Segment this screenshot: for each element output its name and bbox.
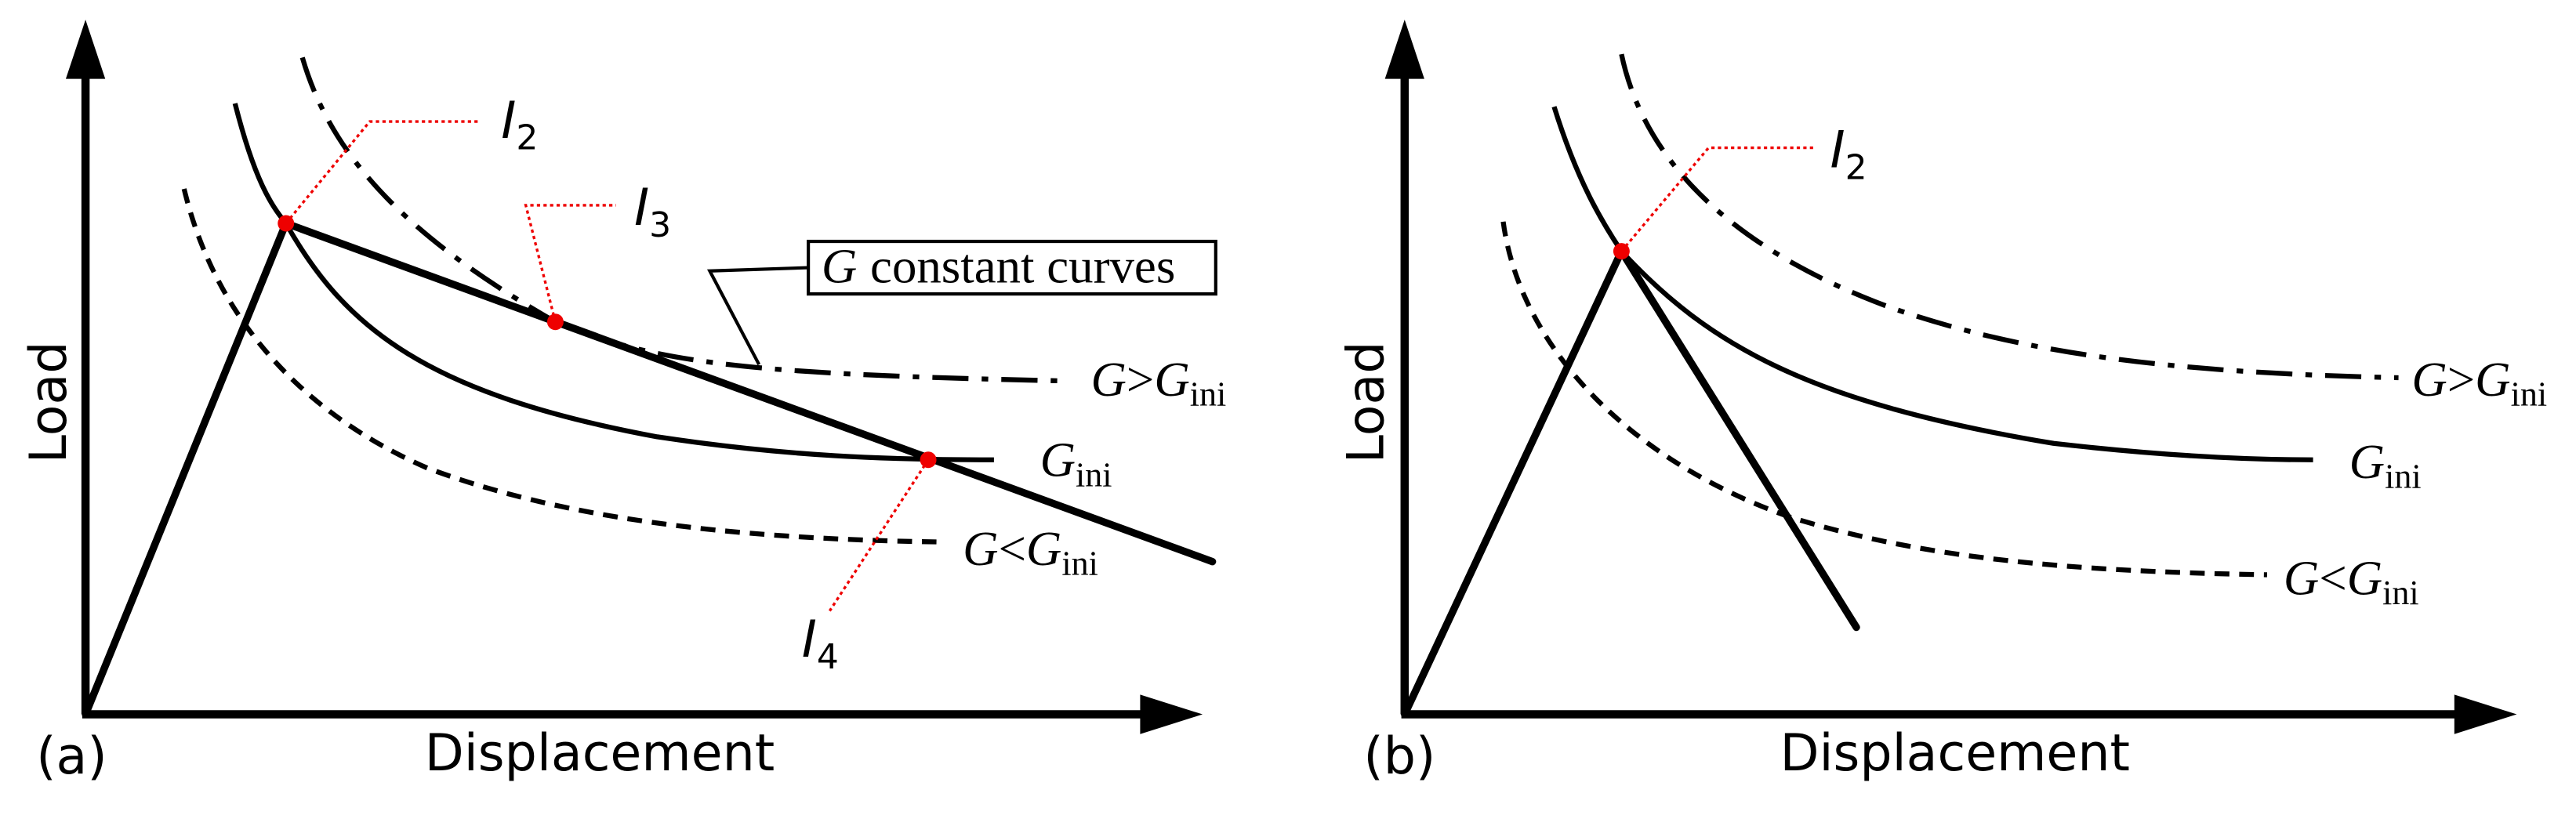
curve-label: Gini	[1040, 433, 1112, 494]
relation: <	[998, 521, 1025, 576]
point	[546, 313, 564, 331]
sub: ini	[2385, 457, 2421, 495]
sub: ini	[1190, 375, 1226, 414]
symbol: G	[1040, 433, 1076, 487]
curve-g-less	[1500, 221, 2267, 578]
y-axis-label: Load	[20, 341, 78, 463]
relation: >	[2447, 352, 2475, 407]
curve-label: G>Gini	[1091, 352, 1227, 414]
sub: 3	[649, 205, 671, 245]
letter: I	[802, 610, 817, 669]
letter: I	[634, 179, 649, 237]
x-arrow	[1140, 694, 1203, 734]
y-arrow	[65, 20, 106, 79]
sub: ini	[1061, 544, 1098, 582]
x-arrow	[2454, 694, 2517, 734]
leader	[524, 204, 616, 323]
sub: 4	[817, 637, 839, 677]
symbol: G	[2411, 352, 2447, 407]
leader	[828, 458, 930, 612]
ref: G	[1154, 352, 1189, 407]
x-axis-label: Displacement	[1780, 724, 2131, 783]
curve-g-ini	[232, 103, 994, 462]
point-label: I2	[501, 92, 538, 158]
curve-g-greater	[299, 56, 1068, 384]
curve-label: G<Gini	[963, 521, 1098, 583]
sub: 2	[516, 118, 538, 158]
curve-g-greater	[1619, 53, 2399, 381]
sub: 2	[1845, 147, 1867, 187]
leader	[285, 120, 481, 225]
symbol: G	[1091, 352, 1127, 407]
symbol: G	[963, 521, 998, 576]
y-arrow	[1384, 20, 1424, 79]
letter: I	[1830, 121, 1845, 180]
point-label: I4	[802, 610, 839, 677]
symbol: G	[2284, 551, 2319, 606]
callout-box	[807, 239, 1217, 296]
leader	[1620, 146, 1816, 252]
curve-g-less	[181, 188, 937, 545]
letter: I	[501, 92, 516, 150]
point-label: I3	[634, 179, 671, 245]
symbol: G	[822, 238, 857, 293]
sub: ini	[2511, 375, 2547, 414]
load-path	[1401, 243, 1860, 719]
point-label: I2	[1830, 121, 1867, 188]
text: constant curves	[870, 238, 1175, 293]
sub: ini	[2382, 574, 2418, 612]
panel-b: I2 G>Gini Gini G<Gini Load Displacement …	[1337, 20, 2547, 786]
panel-tag: (b)	[1363, 727, 1435, 786]
panel-tag: (a)	[36, 727, 107, 786]
ref: G	[2347, 551, 2382, 606]
callout-leader	[706, 266, 809, 366]
point	[1613, 243, 1630, 260]
relation: >	[1127, 352, 1154, 407]
curve-label: G>Gini	[2411, 352, 2547, 414]
curve-g-ini	[1551, 106, 2313, 462]
ref: G	[1026, 521, 1061, 576]
symbol: G	[2349, 434, 2385, 489]
x-axis-label: Displacement	[425, 724, 775, 783]
sub: ini	[1076, 455, 1112, 494]
curve-label: Gini	[2349, 434, 2422, 496]
ref: G	[2475, 352, 2510, 407]
curve-label: G<Gini	[2284, 551, 2419, 613]
point	[278, 215, 295, 232]
relation: <	[2319, 551, 2346, 606]
y-axis-label: Load	[1337, 341, 1396, 463]
point	[920, 451, 937, 469]
